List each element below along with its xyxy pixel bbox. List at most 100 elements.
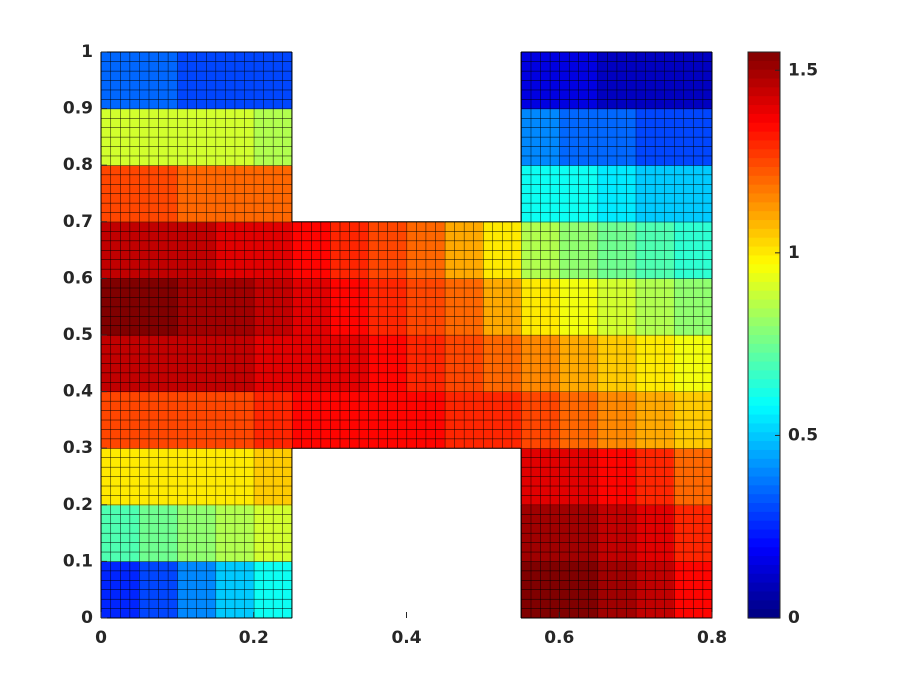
mesh-cell	[253, 221, 292, 279]
mesh-cell	[635, 165, 674, 222]
colorbar-tick-label: 0.5	[788, 425, 818, 445]
mesh-cell	[521, 448, 560, 505]
mesh-cell	[559, 278, 598, 335]
colorbar-step	[748, 396, 780, 407]
x-tick-label: 0.6	[544, 628, 574, 648]
mesh-cell	[521, 221, 560, 279]
colorbar-step	[748, 352, 780, 363]
mesh-cell	[635, 335, 674, 392]
colorbar-step	[748, 370, 780, 380]
colorbar-step	[748, 503, 780, 513]
mesh-cell	[177, 221, 216, 279]
y-tick-label: 0	[81, 608, 93, 628]
colorbar-tick-label: 0	[788, 608, 800, 628]
colorbar-step	[748, 441, 780, 451]
mesh-cell	[482, 391, 522, 449]
mesh-cell	[406, 221, 445, 279]
colorbar-step	[748, 69, 780, 80]
colorbar-tick-label: 1	[788, 243, 800, 263]
colorbar-step	[748, 609, 780, 619]
colorbar-step	[748, 582, 780, 593]
mesh-cell	[673, 335, 712, 392]
mesh-cell	[139, 278, 178, 335]
mesh-cell	[521, 335, 560, 392]
mesh-cell	[139, 221, 178, 279]
mesh-cell	[635, 448, 674, 505]
mesh-cell	[673, 108, 712, 166]
x-tick-label: 0	[95, 628, 107, 648]
colorbar-step	[748, 379, 780, 389]
mesh-cell	[406, 278, 445, 335]
mesh-cell	[635, 504, 674, 562]
mesh-cell	[559, 391, 598, 449]
mesh-cell	[215, 335, 254, 392]
axes: 0 0.2 0.4 0.6 0.8 0 0.1 0.2 0.3 0.4 0.5 0.6 0.7 0.8 0.…	[63, 42, 818, 648]
mesh-cell	[139, 335, 178, 392]
colorbar-step	[748, 290, 780, 301]
mesh-cell	[291, 391, 331, 449]
colorbar-step	[748, 573, 780, 584]
y-tick-label: 0.8	[63, 155, 93, 175]
x-tick-label: 0.4	[391, 628, 421, 648]
mesh-cell	[559, 448, 598, 505]
mesh-cell	[330, 335, 369, 392]
mesh-cell	[521, 108, 560, 166]
mesh-cell	[368, 391, 407, 449]
colorbar-step	[748, 564, 780, 575]
mesh-cell	[482, 278, 522, 335]
colorbar-step	[748, 423, 780, 433]
colorbar-step	[748, 520, 780, 531]
mesh-cell	[177, 335, 216, 392]
mesh-cell	[521, 165, 560, 222]
colorbar-step	[748, 184, 780, 195]
mesh-cell	[139, 391, 178, 449]
colorbar-step	[748, 149, 780, 159]
mesh	[100, 51, 713, 619]
mesh-cell	[444, 335, 483, 392]
mesh-cell	[559, 335, 598, 392]
colorbar-step	[748, 246, 780, 257]
colorbar-step	[748, 158, 780, 168]
colorbar-step	[748, 78, 780, 88]
colorbar-step	[748, 237, 780, 248]
mesh-cell	[673, 52, 712, 109]
colorbar-step	[748, 317, 780, 327]
mesh-cell	[597, 335, 636, 392]
x-tick-label: 0.2	[239, 628, 269, 648]
mesh-cell	[444, 221, 483, 279]
mesh-cell	[521, 504, 560, 562]
mesh-cell	[559, 221, 598, 279]
mesh-cell	[177, 448, 216, 505]
mesh-cell	[330, 278, 369, 335]
mesh-cell	[673, 504, 712, 562]
mesh-cell	[215, 221, 254, 279]
mesh-cell	[635, 561, 674, 618]
colorbar-step	[748, 556, 780, 566]
mesh-cell	[215, 391, 254, 449]
mesh-cell	[253, 504, 292, 562]
mesh-cell	[673, 221, 712, 279]
colorbar-step	[748, 299, 780, 310]
mesh-cell	[521, 561, 560, 618]
mesh-cell	[253, 165, 292, 222]
mesh-cell	[177, 504, 216, 562]
colorbar-step	[748, 591, 780, 601]
mesh-cell	[139, 504, 178, 562]
colorbar-step	[748, 87, 780, 97]
mesh-cell	[291, 278, 331, 335]
colorbar-step	[748, 538, 780, 548]
y-tick-label: 0.7	[63, 212, 93, 232]
colorbar-step	[748, 105, 780, 115]
colorbar-step	[748, 131, 780, 142]
mesh-cell	[673, 561, 712, 618]
mesh-cell	[368, 221, 407, 279]
x-tick-label: 0.8	[697, 628, 727, 648]
colorbar-step	[748, 405, 780, 416]
colorbar-step	[748, 60, 780, 71]
colorbar-step	[748, 308, 780, 318]
mesh-cell	[482, 221, 522, 279]
colorbar-step	[748, 193, 780, 203]
colorbar-step	[748, 175, 780, 186]
